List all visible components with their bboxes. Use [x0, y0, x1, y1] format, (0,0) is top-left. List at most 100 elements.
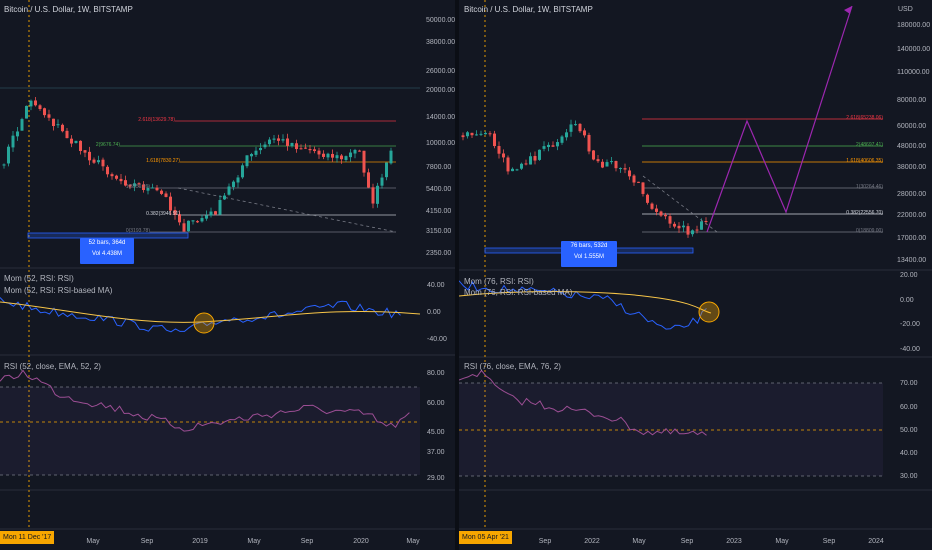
- left-time-tick[interactable]: Sep: [140, 538, 154, 545]
- left-time-tick[interactable]: May: [247, 538, 261, 545]
- left-price-tick[interactable]: 26000.00: [426, 68, 455, 75]
- right-fib-label[interactable]: 2.618(65238.06): [846, 115, 883, 121]
- right-time-tick[interactable]: Sep: [822, 538, 836, 545]
- left-rsi-line: [0, 369, 410, 432]
- left-price-tick[interactable]: 5400.00: [426, 186, 452, 193]
- right-rsi-tick[interactable]: 60.00: [900, 404, 918, 411]
- right-chart-canvas[interactable]: [459, 0, 932, 550]
- right-fib-label[interactable]: 0(18809.00): [856, 228, 883, 234]
- left-fib-label[interactable]: 2(9676.74): [95, 142, 120, 148]
- right-trend-line: [642, 175, 718, 233]
- right-time-tick[interactable]: May: [632, 538, 646, 545]
- left-mom-tick[interactable]: 0.00: [427, 309, 441, 316]
- left-candle-body: [268, 139, 271, 145]
- left-price-tick[interactable]: 20000.00: [426, 87, 455, 94]
- left-price-tick[interactable]: 14000.00: [426, 114, 455, 121]
- right-rsi-tick[interactable]: 40.00: [900, 450, 918, 457]
- right-mom-tick[interactable]: 20.00: [900, 272, 918, 279]
- left-candle-body: [362, 150, 366, 173]
- right-rsi-label[interactable]: RSI (76, close, EMA, 76, 2): [464, 362, 561, 371]
- left-candle-body: [218, 200, 222, 215]
- right-time-tick[interactable]: Sep: [680, 538, 694, 545]
- left-price-tick[interactable]: 2350.00: [426, 250, 452, 257]
- left-mom-tick[interactable]: 40.00: [427, 282, 445, 289]
- right-projection-arrowhead: [844, 6, 852, 14]
- left-mom-tick[interactable]: -40.00: [427, 336, 447, 343]
- left-time-tick[interactable]: May: [406, 538, 420, 545]
- right-candle-body: [659, 211, 663, 216]
- left-fib-label[interactable]: 0.382(3946.91): [146, 211, 180, 217]
- right-fib-label[interactable]: 0.382(22556.70): [846, 210, 883, 216]
- left-price-tick[interactable]: 7800.00: [426, 164, 452, 171]
- right-mom-tick[interactable]: 0.00: [900, 297, 914, 304]
- right-candle-body: [596, 159, 600, 162]
- right-fib-label[interactable]: 2(48697.41): [856, 142, 883, 148]
- right-candle-body: [542, 146, 546, 149]
- right-rsi-tick[interactable]: 30.00: [900, 473, 918, 480]
- right-price-tick[interactable]: 38000.00: [897, 164, 927, 171]
- left-rsi-tick[interactable]: 80.00: [427, 370, 445, 377]
- right-candle-body: [614, 161, 618, 169]
- left-price-tick[interactable]: 4150.00: [426, 208, 452, 215]
- left-rsi-tick[interactable]: 37.00: [427, 449, 445, 456]
- left-price-tick[interactable]: 38000.00: [426, 39, 455, 46]
- right-candle-body: [623, 168, 627, 170]
- right-rsi-tick[interactable]: 50.00: [900, 427, 918, 434]
- right-price-tick[interactable]: 110000.00: [897, 69, 930, 76]
- left-crosshair-date-tag: Mon 11 Dec '17: [0, 531, 55, 544]
- right-price-tick[interactable]: 13400.00: [897, 257, 927, 264]
- right-price-tick[interactable]: 180000.00: [897, 22, 931, 29]
- right-fib-label[interactable]: 1.618(40606.35): [846, 158, 883, 164]
- right-price-tick[interactable]: 48000.00: [897, 143, 927, 150]
- left-fib-label[interactable]: 2.618(13629.78): [138, 117, 175, 123]
- right-candle-body: [583, 130, 586, 136]
- left-time-tick[interactable]: Sep: [300, 538, 314, 545]
- right-time-tick[interactable]: Sep: [538, 538, 552, 545]
- pane-divider[interactable]: [455, 0, 459, 550]
- right-price-tick[interactable]: 17000.00: [897, 235, 927, 242]
- left-chart-pane[interactable]: Bitcoin / U.S. Dollar, 1W, BITSTAMP 5000…: [0, 0, 455, 550]
- left-price-tick[interactable]: 50000.00: [426, 17, 455, 24]
- right-time-tick[interactable]: 2022: [584, 538, 600, 545]
- left-chart-canvas[interactable]: [0, 0, 455, 550]
- right-time-tick[interactable]: 2024: [868, 538, 884, 545]
- left-mom-ma-line: [0, 301, 421, 323]
- left-time-tick[interactable]: 2019: [192, 538, 208, 545]
- right-mom-label[interactable]: Mom (76, RSI: RSI): [464, 277, 534, 286]
- right-fib-label[interactable]: 1(30264.46): [856, 184, 883, 190]
- right-price-tick[interactable]: 60000.00: [897, 123, 927, 130]
- right-price-tick[interactable]: 22000.00: [897, 212, 927, 219]
- right-mom-tick[interactable]: -20.00: [900, 321, 920, 328]
- right-currency-label[interactable]: USD: [898, 6, 913, 13]
- right-time-tick[interactable]: 2023: [726, 538, 742, 545]
- left-price-tick[interactable]: 3150.00: [426, 228, 452, 235]
- right-rsi-line: [459, 369, 707, 436]
- right-candle-body: [691, 230, 694, 235]
- left-candle-body: [353, 149, 357, 154]
- right-time-tick[interactable]: May: [775, 538, 789, 545]
- right-rsi-tick[interactable]: 70.00: [900, 380, 918, 387]
- left-fib-label[interactable]: 1(5559.26): [125, 184, 150, 190]
- left-rsi-tick[interactable]: 60.00: [427, 400, 445, 407]
- left-candle-body: [16, 131, 19, 137]
- left-time-tick[interactable]: 2020: [353, 538, 369, 545]
- left-mom-ma-label[interactable]: Mom (52, RSI: RSI-based MA): [4, 286, 113, 295]
- left-price-tick[interactable]: 10000.00: [426, 140, 455, 147]
- right-candle-body: [668, 216, 672, 224]
- left-fib-label[interactable]: 1.618(7830.27): [146, 158, 180, 164]
- right-chart-pane[interactable]: Bitcoin / U.S. Dollar, 1W, BITSTAMP USD …: [459, 0, 932, 550]
- left-candle-body: [178, 214, 181, 223]
- right-mom-ma-label[interactable]: Mom (76, RSI: RSI-based MA): [464, 288, 573, 297]
- left-rsi-label[interactable]: RSI (52, close, EMA, 52, 2): [4, 362, 101, 371]
- left-candle-body: [335, 155, 339, 159]
- right-mom-tick[interactable]: -40.00: [900, 346, 920, 353]
- right-price-tick[interactable]: 28000.00: [897, 191, 927, 198]
- left-mom-label[interactable]: Mom (52, RSI: RSI): [4, 274, 74, 283]
- right-price-tick[interactable]: 80000.00: [897, 97, 927, 104]
- left-time-tick[interactable]: May: [86, 538, 100, 545]
- left-rsi-tick[interactable]: 45.00: [427, 429, 445, 436]
- right-price-tick[interactable]: 140000.00: [897, 46, 931, 53]
- left-candle-body: [164, 193, 168, 197]
- left-rsi-tick[interactable]: 29.00: [427, 475, 445, 482]
- left-fib-label[interactable]: 0(3193.78): [125, 228, 150, 234]
